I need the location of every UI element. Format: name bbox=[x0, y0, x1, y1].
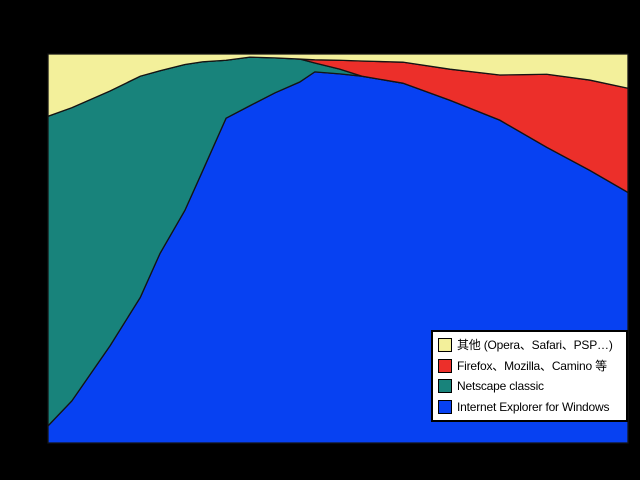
legend-swatch-firefox-icon bbox=[438, 358, 452, 373]
legend-item-ie: Internet Explorer for Windows bbox=[438, 397, 621, 417]
legend: 其他 (Opera、Safari、PSP…) Firefox、Mozilla、C… bbox=[431, 330, 628, 422]
legend-item-firefox: Firefox、Mozilla、Camino 等 bbox=[438, 356, 621, 376]
legend-item-netscape: Netscape classic bbox=[438, 376, 621, 396]
legend-swatch-other-icon bbox=[438, 338, 452, 353]
legend-label-ie: Internet Explorer for Windows bbox=[457, 399, 610, 414]
legend-label-netscape: Netscape classic bbox=[457, 379, 544, 394]
legend-label-other: 其他 (Opera、Safari、PSP…) bbox=[457, 338, 613, 353]
legend-item-other: 其他 (Opera、Safari、PSP…) bbox=[438, 335, 621, 355]
legend-swatch-netscape-icon bbox=[438, 379, 452, 394]
legend-swatch-ie-icon bbox=[438, 399, 452, 414]
legend-label-firefox: Firefox、Mozilla、Camino 等 bbox=[457, 358, 607, 373]
area-series bbox=[47, 53, 629, 118]
